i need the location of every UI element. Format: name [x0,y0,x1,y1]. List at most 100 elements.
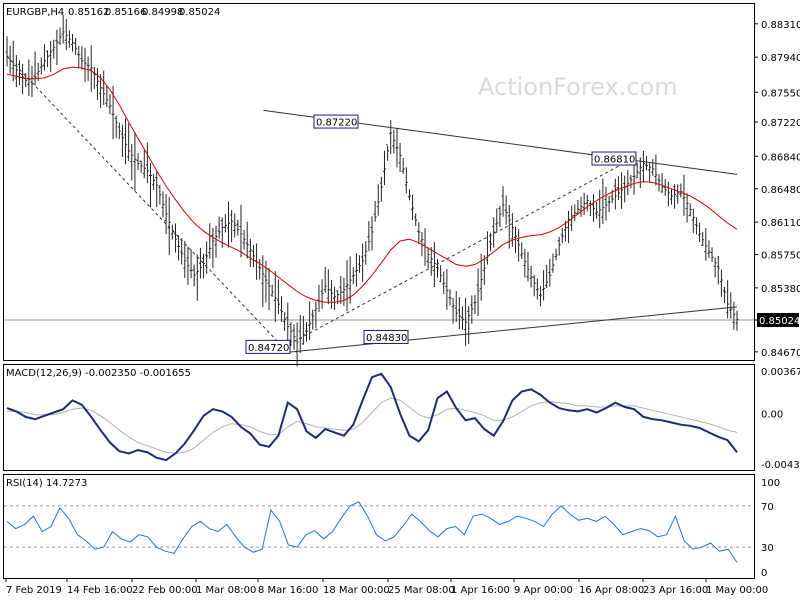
price-bar [560,227,564,244]
price-bar [660,173,664,193]
price-bar [479,253,483,301]
price-bar [591,194,595,222]
price-bar [595,201,599,219]
price-bar [701,231,705,246]
price-bar [551,253,555,273]
price-bar [735,310,739,331]
price-bar [426,247,430,269]
price-bar [292,324,296,350]
price-bar [467,305,471,345]
rsi-tick-label: 30 [761,543,774,554]
price-bar [164,194,168,235]
price-bar [208,223,212,259]
price-bar [223,214,227,233]
price-bar [460,306,464,330]
price-bar [74,37,78,56]
price-bar [71,33,75,52]
price-bar [217,216,221,239]
symbol-label: EURGBP,H4 [6,7,64,18]
time-axis: 7 Feb 2019 14 Feb 16:00 22 Feb 00:001 Mar … [5,578,768,596]
price-bar [142,149,146,179]
price-bar [582,192,586,216]
price-bar [392,129,396,154]
price-panel-frame [3,3,755,361]
price-bar [242,229,246,250]
moving-average-line [6,66,738,303]
moving-average [6,66,738,303]
price-bar [585,194,589,212]
price-bar [205,241,209,274]
price-tick-label: 0.88310 [761,20,800,31]
price-bar [476,268,480,316]
price-bar [504,195,508,225]
price-bar [64,19,68,50]
price-bar [80,46,84,70]
price-bar [108,94,112,115]
trendline [283,306,738,354]
price-bar [679,183,683,198]
price-tick-label: 0.85380 [761,284,800,295]
price-bar [710,247,714,263]
price-bar [114,115,118,139]
price-bar [273,271,277,323]
price-bar [663,178,667,196]
price-bar [361,243,365,283]
price-tick-label: 0.84670 [761,348,800,359]
price-bar [482,255,486,286]
price-bar [620,172,624,209]
price-bar [414,213,418,226]
price-bar [691,208,695,234]
price-bar [638,157,642,189]
price-bar [648,162,652,183]
price-bar [46,50,50,68]
annotation-label: 0.84830 [363,329,409,344]
price-bar [11,40,15,82]
ohlc-high: 0.85166 [105,7,146,18]
price-bar [726,280,730,319]
price-bar [280,296,284,322]
price-bar [719,269,723,297]
rsi-title: RSI(14) 14.7273 [6,478,87,489]
price-bar [233,213,237,238]
price-bar [105,85,109,107]
macd-panel: 0.003678 0.00 -0.004359 [6,367,800,471]
time-tick-label: 7 Feb 2019 [6,585,62,596]
time-tick-label: 9 Apr 00:00 [514,585,573,596]
price-bar [329,280,333,309]
price-bar [192,264,196,287]
price-bar [236,219,240,236]
price-bar [348,256,352,304]
rsi-tick-label: 0 [761,568,767,579]
price-bar [120,124,124,157]
price-bar [289,322,293,347]
price-bar [89,45,93,92]
price-bar [398,142,402,173]
price-bar [39,57,43,75]
time-tick-label: 23 Apr 16:00 [643,585,708,596]
price-bar [173,223,177,253]
price-bar [567,210,571,244]
price-bar [261,255,265,308]
price-bar [704,228,708,261]
price-tick-label: 0.86840 [761,152,800,163]
macd-signal-line [7,397,738,454]
price-bar [161,191,165,218]
rsi-panel: 100 70 30 0 [4,478,780,579]
price-bar [351,267,355,285]
annotation-label: 0.86810 [591,151,637,166]
price-bar [139,160,143,173]
price-bar [685,193,689,223]
annotation-text: 0.87220 [316,118,357,129]
price-bar [526,251,530,282]
price-bar [311,309,315,330]
price-bar [345,260,349,312]
price-bar [729,292,733,319]
price-bar [342,277,346,307]
price-bar [389,119,393,155]
price-bar [86,56,90,81]
price-bar [270,284,274,297]
price-bar [211,227,215,268]
price-bar [641,150,645,183]
time-tick-label: 25 Mar 08:00 [388,585,455,596]
price-bar [42,44,46,71]
